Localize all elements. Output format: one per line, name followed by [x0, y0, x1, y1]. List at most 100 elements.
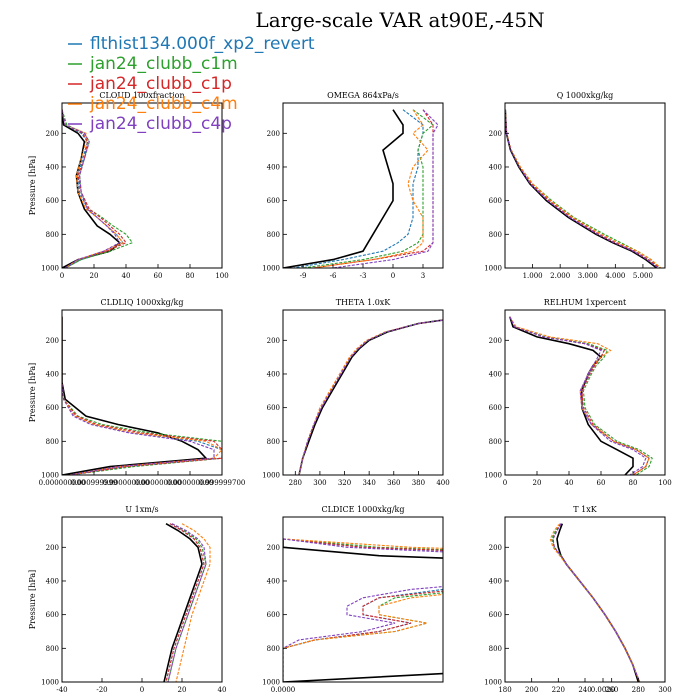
panel-title: THETA 1.0xK: [336, 298, 392, 307]
legend-label: flthist134.000f_xp2_revert: [90, 34, 315, 54]
y-tick-label: 600: [46, 197, 59, 205]
series-line-control: [556, 523, 640, 682]
legend-label: jan24_clubb_c1m: [89, 54, 238, 74]
series-line-jan24_clubb_c1m: [167, 523, 207, 682]
panel-4: THETA 1.0xK 200 400 600 800 1000 280 300 320 340 3…: [262, 298, 450, 487]
x-tick-label: 300: [313, 479, 326, 487]
y-tick-label: 200: [46, 130, 59, 138]
series-group: [283, 109, 439, 268]
plot-frame: [504, 102, 666, 269]
panel-1: OMEGA 864xPa/s 200 400 600 800 1000 -9 -6 -3 0 3: [262, 91, 444, 280]
series-line-flthist134.000f_xp2_revert: [62, 316, 222, 475]
y-tick-label: 800: [267, 645, 280, 653]
panel-3: CLDLIQ 1000xkg/kg20040060080010000.00000…: [28, 298, 245, 487]
x-tick-label: 40: [218, 686, 227, 694]
panel-title: T 1xK: [573, 505, 597, 514]
series-line-jan24_clubb_c4m: [62, 316, 222, 475]
series-line-jan24_clubb_c1p: [298, 319, 443, 475]
x-tick-label: 200: [525, 686, 538, 694]
series-line-jan24_clubb_c1p: [62, 316, 222, 475]
y-tick-label: 400: [267, 370, 280, 378]
y-tick-label: 800: [489, 645, 502, 653]
plot-frame: [282, 309, 444, 476]
plot-frame: [282, 516, 444, 683]
x-tick-label: 5.000: [633, 272, 653, 280]
series-line-jan24_clubb_c4p: [62, 316, 215, 475]
x-tick-label: 20: [90, 272, 99, 280]
x-tick-label: 0.000000000: [39, 479, 86, 487]
x-tick-label: 3: [421, 272, 425, 280]
series-line-flthist134.000f_xp2_revert: [509, 316, 650, 475]
x-tick-label: -20: [96, 686, 107, 694]
y-tick-label: 400: [267, 577, 280, 585]
panel-title: CLDLIQ 1000xkg/kg: [101, 298, 184, 307]
x-tick-label: 80: [186, 272, 195, 280]
legend-entry: jan24_clubb_c1m: [68, 54, 238, 74]
plot-frame: [504, 309, 666, 476]
series-line-flthist134.000f_xp2_revert: [298, 319, 443, 475]
x-tick-label: 0: [60, 272, 64, 280]
y-tick-label: 600: [46, 404, 59, 412]
y-tick-label: 600: [46, 611, 59, 619]
x-tick-label: 1.000: [523, 272, 543, 280]
x-tick-label: 4.000: [605, 272, 625, 280]
x-tick-label: 0.000999999: [71, 479, 118, 487]
series-line-jan24_clubb_c1p: [165, 523, 205, 682]
y-tick-label: 1000: [262, 679, 280, 687]
x-tick-label: 0.999999700: [199, 479, 246, 487]
series-line-jan24_clubb_c1p: [62, 109, 127, 268]
x-tick-label: 40: [565, 479, 574, 487]
panel-title: CLOUD 100xfraction: [99, 91, 184, 100]
series-line-jan24_clubb_c4p: [509, 316, 647, 475]
y-axis-label: Pressure [hPa]: [28, 363, 37, 423]
series-group: [298, 319, 443, 475]
y-tick-label: 800: [46, 438, 59, 446]
x-tick-label: 320: [338, 479, 351, 487]
series-line-jan24_clubb_c1p: [509, 316, 650, 475]
y-tick-label: 600: [267, 611, 280, 619]
series-line-jan24_clubb_c4m: [509, 316, 650, 475]
y-tick-label: 800: [489, 231, 502, 239]
series-line-control: [509, 316, 634, 475]
y-tick-label: 800: [267, 438, 280, 446]
x-tick-label: -40: [56, 686, 67, 694]
y-tick-label: 800: [489, 438, 502, 446]
x-tick-label: 0: [503, 479, 507, 487]
x-tick-label: 240: [578, 686, 591, 694]
x-tick-label: 100: [215, 272, 228, 280]
legend: flthist134.000f_xp2_revertjan24_clubb_c1…: [68, 34, 315, 134]
x-tick-label: 220: [552, 686, 565, 694]
y-tick-label: 400: [46, 163, 59, 171]
x-tick-label: 0.000000000: [103, 479, 150, 487]
series-line-control: [505, 109, 658, 268]
y-tick-label: 200: [267, 130, 280, 138]
series-line-jan24_clubb_c4m: [312, 109, 429, 268]
x-tick-label: 0.0020: [591, 686, 616, 694]
y-tick-label: 200: [489, 337, 502, 345]
y-tick-label: 1000: [484, 472, 502, 480]
y-tick-label: 800: [267, 231, 280, 239]
series-group: [163, 523, 211, 682]
series-group: [62, 109, 134, 268]
x-tick-label: 260: [605, 686, 618, 694]
x-tick-label: 0: [140, 686, 144, 694]
series-line-jan24_clubb_c4p: [298, 319, 443, 475]
series-group: [549, 523, 641, 682]
x-tick-label: 40: [122, 272, 131, 280]
y-tick-label: 400: [489, 163, 502, 171]
panel-title: Q 1000xkg/kg: [557, 91, 614, 100]
series-line-jan24_clubb_c4p: [552, 523, 641, 682]
y-tick-label: 800: [46, 645, 59, 653]
series-line-control: [62, 109, 121, 268]
plot-frame: [61, 309, 223, 476]
panel-6: U 1xm/s 200 400 600 800 1000-40 -20 0 20 40 Pressu…: [28, 505, 226, 694]
figure-title: Large-scale VAR at90E,-45N: [255, 8, 544, 32]
x-tick-label: 60: [154, 272, 163, 280]
panel-title: U 1xm/s: [125, 505, 158, 514]
y-axis-label: Pressure [hPa]: [28, 570, 37, 630]
series-line-jan24_clubb_c4m: [175, 523, 211, 682]
